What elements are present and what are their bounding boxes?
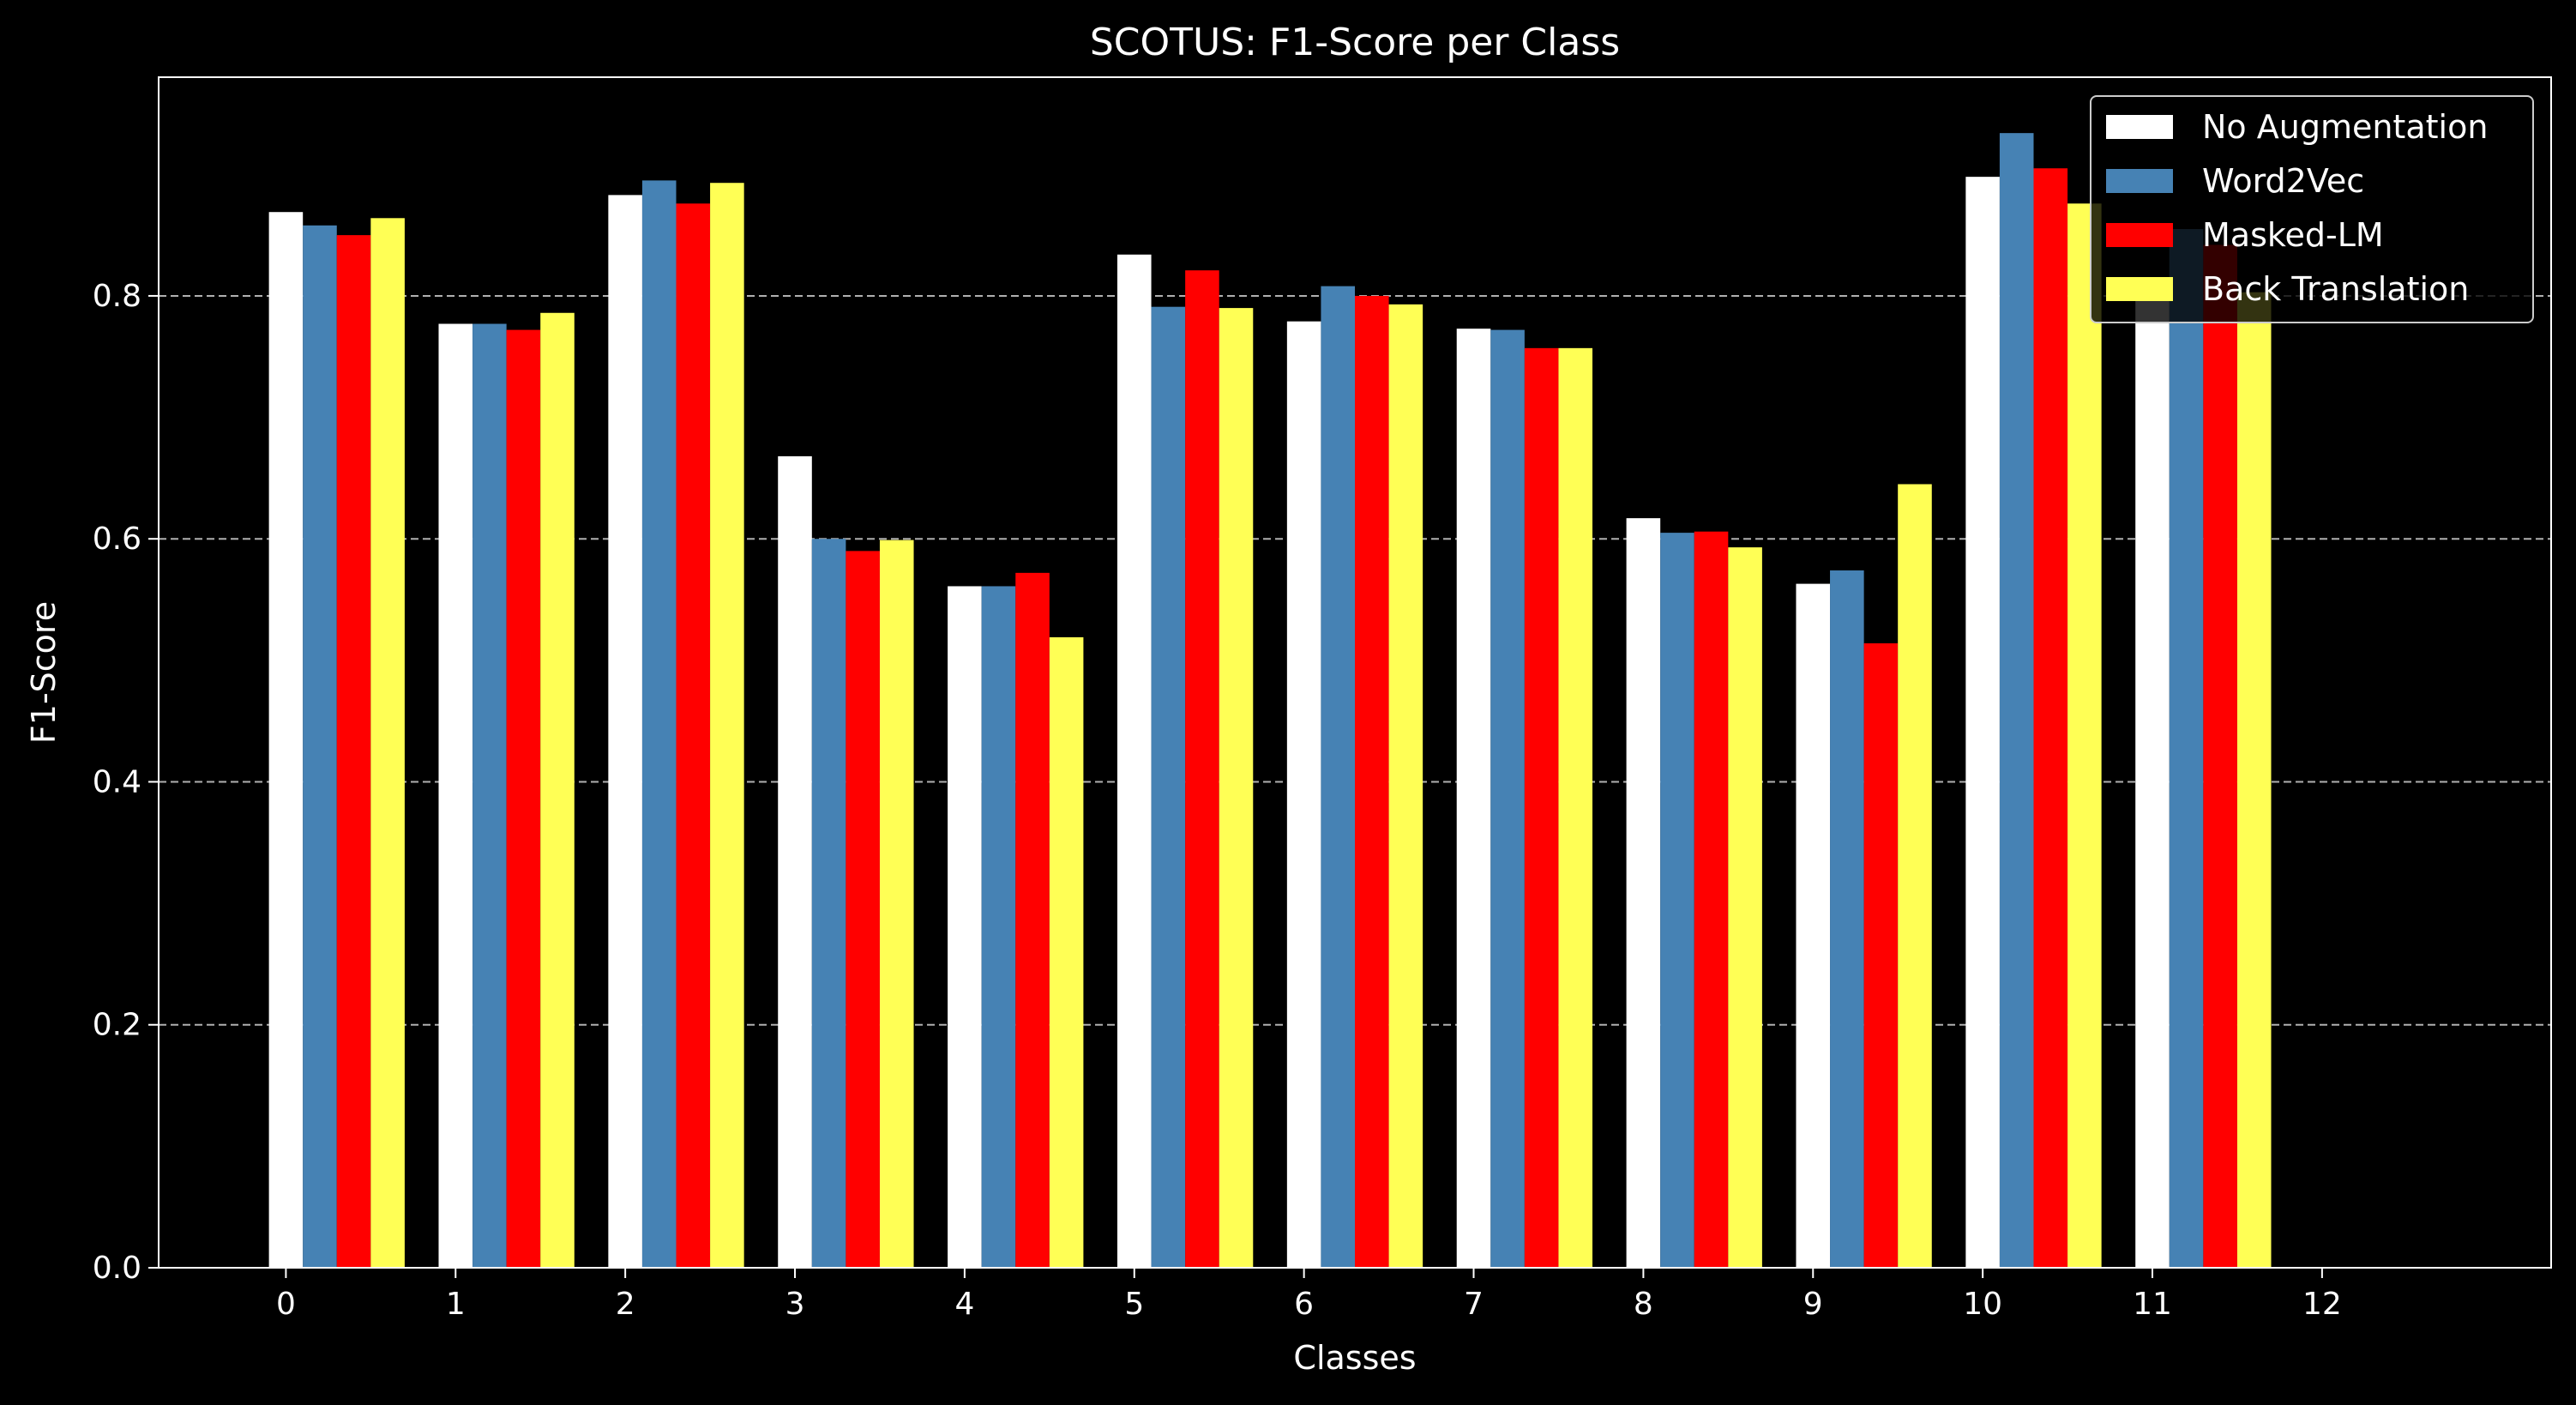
bar-no-augmentation-class-7 — [1456, 329, 1491, 1269]
bar-word2vec-class-2 — [641, 180, 677, 1269]
legend-label: Word2Vec — [2202, 162, 2364, 200]
bar-masked-lm-class-5 — [1185, 270, 1219, 1268]
legend-label: Masked-LM — [2202, 216, 2384, 254]
bars-group — [268, 133, 2272, 1269]
bar-masked-lm-class-4 — [1015, 572, 1050, 1268]
bar-no-augmentation-class-8 — [1626, 518, 1661, 1268]
bar-masked-lm-class-1 — [506, 329, 541, 1268]
x-tick-label: 5 — [1124, 1287, 1144, 1322]
bar-no-augmentation-class-11 — [2135, 283, 2170, 1268]
legend-swatch — [2106, 223, 2173, 247]
bar-no-augmentation-class-9 — [1796, 583, 1831, 1268]
bar-word2vec-class-9 — [1830, 570, 1864, 1268]
bar-word2vec-class-0 — [303, 225, 337, 1268]
bar-masked-lm-class-0 — [336, 235, 371, 1268]
x-tick-label: 3 — [785, 1287, 805, 1322]
bar-word2vec-class-7 — [1490, 329, 1525, 1268]
x-tick-label: 1 — [446, 1287, 466, 1322]
x-tick-label: 2 — [616, 1287, 635, 1322]
bar-back-translation-class-0 — [370, 218, 405, 1268]
bar-back-translation-class-10 — [2067, 203, 2102, 1268]
bar-no-augmentation-class-5 — [1116, 254, 1152, 1268]
bar-no-augmentation-class-6 — [1286, 321, 1321, 1268]
chart-title: SCOTUS: F1-Score per Class — [1090, 21, 1620, 64]
bar-back-translation-class-6 — [1388, 304, 1423, 1269]
legend-swatch — [2106, 115, 2173, 139]
x-axis-label: Classes — [1293, 1339, 1416, 1377]
legend-label: Back Translation — [2202, 270, 2469, 308]
y-axis-label: F1-Score — [25, 601, 63, 744]
x-tick-label: 10 — [1963, 1287, 2002, 1322]
x-tick-label: 0 — [276, 1287, 296, 1322]
bar-no-augmentation-class-4 — [948, 586, 982, 1268]
bar-masked-lm-class-3 — [846, 551, 880, 1268]
y-tick-label: 0.8 — [93, 279, 141, 314]
bar-no-augmentation-class-1 — [438, 323, 473, 1268]
x-tick-label: 4 — [954, 1287, 974, 1322]
bar-word2vec-class-11 — [2169, 229, 2204, 1269]
bar-back-translation-class-5 — [1219, 308, 1254, 1268]
bar-word2vec-class-8 — [1660, 533, 1694, 1268]
bar-no-augmentation-class-0 — [268, 212, 304, 1268]
bar-no-augmentation-class-3 — [778, 455, 812, 1268]
bar-back-translation-class-8 — [1728, 547, 1762, 1268]
plot-frame — [158, 76, 2552, 1269]
bar-masked-lm-class-6 — [1355, 295, 1389, 1269]
x-tick-label: 7 — [1464, 1287, 1484, 1322]
bar-word2vec-class-3 — [811, 539, 846, 1268]
x-tick-label: 6 — [1294, 1287, 1314, 1322]
x-tick-label: 8 — [1634, 1287, 1653, 1322]
bar-back-translation-class-3 — [879, 540, 914, 1268]
y-tick-label: 0.2 — [93, 1008, 141, 1043]
bar-word2vec-class-1 — [472, 323, 507, 1268]
bar-word2vec-class-6 — [1321, 286, 1355, 1268]
x-tick-label: 12 — [2302, 1287, 2342, 1322]
legend: No Augmentation Word2Vec Masked-LM Back Tra… — [2090, 95, 2534, 323]
bar-masked-lm-class-10 — [2033, 168, 2068, 1268]
y-tick-label: 0.4 — [93, 764, 141, 799]
bar-back-translation-class-1 — [540, 312, 575, 1268]
bar-no-augmentation-class-10 — [1965, 177, 2000, 1268]
bar-back-translation-class-2 — [710, 183, 744, 1268]
legend-swatch — [2106, 277, 2173, 301]
legend-swatch — [2106, 169, 2173, 193]
axis-ticks: 0.00.20.40.60.80 1 2 3 4 5 6 7 8 9 10 11 12 — [93, 279, 2342, 1322]
x-tick-label: 9 — [1803, 1287, 1823, 1322]
bar-masked-lm-class-7 — [1524, 347, 1559, 1268]
bar-masked-lm-class-11 — [2203, 244, 2237, 1268]
bar-masked-lm-class-9 — [1863, 643, 1899, 1268]
bar-back-translation-class-9 — [1898, 484, 1932, 1268]
y-tick-label: 0.0 — [93, 1251, 141, 1286]
bar-word2vec-class-5 — [1151, 306, 1186, 1269]
bar-back-translation-class-4 — [1049, 636, 1084, 1268]
bar-word2vec-class-10 — [1999, 133, 2034, 1269]
bar-masked-lm-class-8 — [1694, 531, 1729, 1268]
legend-label: No Augmentation — [2202, 108, 2488, 146]
bar-no-augmentation-class-2 — [608, 195, 642, 1268]
legend-box — [2090, 95, 2534, 323]
bar-back-translation-class-11 — [2236, 292, 2272, 1268]
bar-masked-lm-class-2 — [676, 203, 711, 1268]
bar-word2vec-class-4 — [981, 586, 1016, 1268]
bar-back-translation-class-7 — [1558, 347, 1593, 1268]
y-tick-label: 0.6 — [93, 522, 141, 557]
x-tick-label: 11 — [2133, 1287, 2172, 1322]
